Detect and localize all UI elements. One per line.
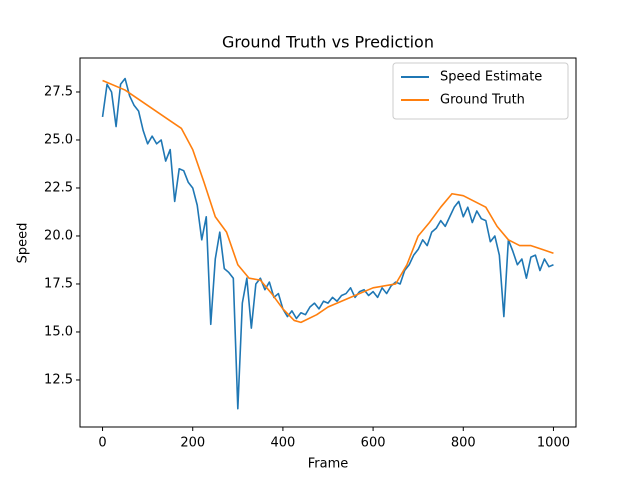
x-tick-label: 200	[180, 436, 205, 451]
y-axis-label: Speed	[16, 223, 31, 264]
y-tick-label: 12.5	[44, 372, 73, 387]
x-tick-label: 400	[270, 436, 295, 451]
y-tick-label: 27.5	[44, 84, 73, 99]
legend-label: Ground Truth	[440, 93, 525, 108]
x-tick-label: 1000	[537, 436, 570, 451]
y-tick-label: 17.5	[44, 276, 73, 291]
y-tick-label: 15.0	[44, 324, 73, 339]
y-tick-label: 25.0	[44, 132, 73, 147]
data-line	[101, 77, 554, 410]
legend-box	[392, 62, 569, 120]
y-tick-label: 22.5	[44, 180, 73, 195]
plot-frame	[79, 57, 577, 428]
y-tick-label: 20.0	[44, 228, 73, 243]
chart-title: Ground Truth vs Prediction	[222, 33, 434, 52]
data-line	[102, 79, 554, 324]
x-tick-label: 600	[361, 436, 386, 451]
x-tick-label: 800	[451, 436, 476, 451]
legend-label: Speed Estimate	[440, 70, 542, 85]
x-tick-label: 0	[98, 436, 106, 451]
x-axis-label: Frame	[308, 457, 349, 472]
